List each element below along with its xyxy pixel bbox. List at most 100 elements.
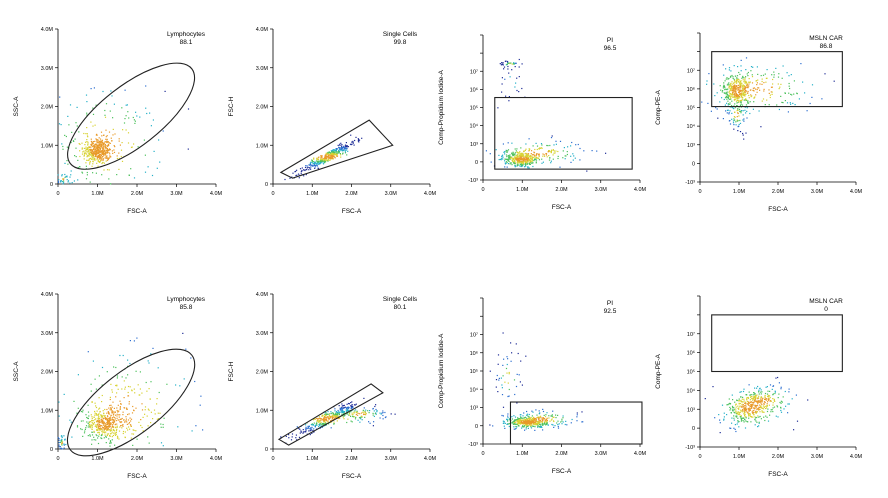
data-point bbox=[758, 422, 760, 424]
data-point bbox=[145, 85, 147, 87]
x-tick-label: 3.0M bbox=[811, 454, 824, 460]
data-point bbox=[739, 84, 741, 86]
data-point bbox=[717, 117, 719, 119]
data-point bbox=[61, 436, 63, 438]
data-point bbox=[514, 423, 516, 425]
data-point bbox=[498, 379, 500, 381]
data-point bbox=[550, 419, 553, 421]
x-tick-label: 3.0M bbox=[170, 191, 183, 197]
data-point bbox=[96, 429, 98, 431]
data-point bbox=[90, 138, 92, 140]
data-point bbox=[506, 423, 508, 425]
data-point bbox=[766, 99, 768, 101]
data-point bbox=[541, 144, 543, 146]
data-point bbox=[101, 153, 103, 155]
data-point bbox=[69, 104, 72, 106]
y-tick-label: 10³ bbox=[687, 143, 695, 149]
data-point bbox=[343, 148, 345, 150]
data-point bbox=[789, 87, 791, 90]
data-point bbox=[344, 149, 346, 151]
x-tick-label: 1.0M bbox=[91, 191, 104, 197]
data-point bbox=[91, 143, 93, 145]
data-point bbox=[71, 182, 73, 184]
y-tick-label: 10⁵ bbox=[687, 369, 695, 376]
y-tick-label: 0 bbox=[692, 426, 695, 432]
data-point bbox=[346, 403, 348, 405]
data-point bbox=[158, 418, 160, 420]
gate-value: 99.8 bbox=[394, 39, 407, 46]
data-point bbox=[299, 168, 302, 170]
y-tick-label: 10⁵ bbox=[470, 368, 478, 375]
data-point bbox=[97, 424, 99, 426]
data-point bbox=[106, 408, 108, 411]
data-point bbox=[503, 68, 505, 70]
data-point bbox=[769, 400, 771, 402]
data-point bbox=[329, 153, 332, 155]
y-tick-label: -10³ bbox=[468, 442, 478, 448]
data-point bbox=[522, 164, 524, 166]
data-point bbox=[772, 78, 774, 81]
data-point bbox=[335, 149, 337, 151]
data-point bbox=[75, 156, 77, 158]
data-point bbox=[101, 429, 103, 431]
data-point bbox=[100, 145, 102, 147]
data-point bbox=[316, 163, 318, 165]
data-point bbox=[136, 337, 138, 339]
data-point bbox=[550, 152, 552, 154]
data-point bbox=[728, 87, 730, 89]
data-point bbox=[544, 421, 546, 423]
data-point bbox=[105, 145, 107, 147]
data-point bbox=[86, 421, 88, 423]
data-point bbox=[544, 421, 546, 423]
data-point bbox=[118, 414, 120, 416]
data-point bbox=[542, 153, 544, 155]
data-point bbox=[344, 144, 347, 146]
data-point bbox=[124, 407, 126, 409]
data-point bbox=[150, 125, 152, 127]
data-point bbox=[58, 442, 60, 444]
data-point bbox=[553, 416, 555, 418]
data-point bbox=[513, 415, 515, 417]
y-tick-label: -10³ bbox=[685, 180, 695, 186]
data-point bbox=[737, 112, 739, 115]
data-point bbox=[95, 418, 97, 420]
data-point bbox=[102, 422, 104, 424]
data-point bbox=[745, 83, 747, 85]
data-point bbox=[103, 413, 105, 415]
data-point bbox=[128, 401, 130, 403]
data-point bbox=[190, 357, 192, 359]
data-point bbox=[764, 396, 766, 398]
data-point bbox=[722, 87, 724, 89]
data-point bbox=[299, 428, 301, 430]
data-point bbox=[542, 429, 544, 431]
data-point bbox=[107, 411, 110, 413]
data-point bbox=[545, 153, 547, 155]
data-point bbox=[326, 152, 328, 155]
data-point bbox=[125, 416, 127, 418]
data-point bbox=[156, 167, 158, 169]
data-point bbox=[112, 421, 114, 423]
data-point bbox=[106, 433, 108, 435]
data-point bbox=[114, 433, 116, 435]
data-point bbox=[516, 77, 518, 79]
data-point bbox=[344, 407, 346, 409]
data-point bbox=[133, 388, 135, 390]
data-point bbox=[719, 432, 721, 434]
data-point bbox=[301, 169, 303, 172]
data-point bbox=[352, 414, 354, 416]
data-point bbox=[317, 417, 319, 420]
data-point bbox=[112, 434, 114, 437]
data-point bbox=[551, 415, 553, 417]
data-point bbox=[345, 407, 347, 409]
data-point bbox=[524, 429, 526, 431]
data-point bbox=[518, 157, 520, 159]
data-point bbox=[544, 416, 547, 418]
data-point bbox=[92, 163, 94, 165]
data-point bbox=[760, 393, 762, 395]
data-point bbox=[532, 417, 534, 420]
data-point bbox=[57, 181, 60, 184]
data-point bbox=[715, 107, 717, 109]
data-point bbox=[741, 89, 743, 91]
data-point bbox=[105, 149, 108, 151]
data-point bbox=[362, 411, 364, 413]
